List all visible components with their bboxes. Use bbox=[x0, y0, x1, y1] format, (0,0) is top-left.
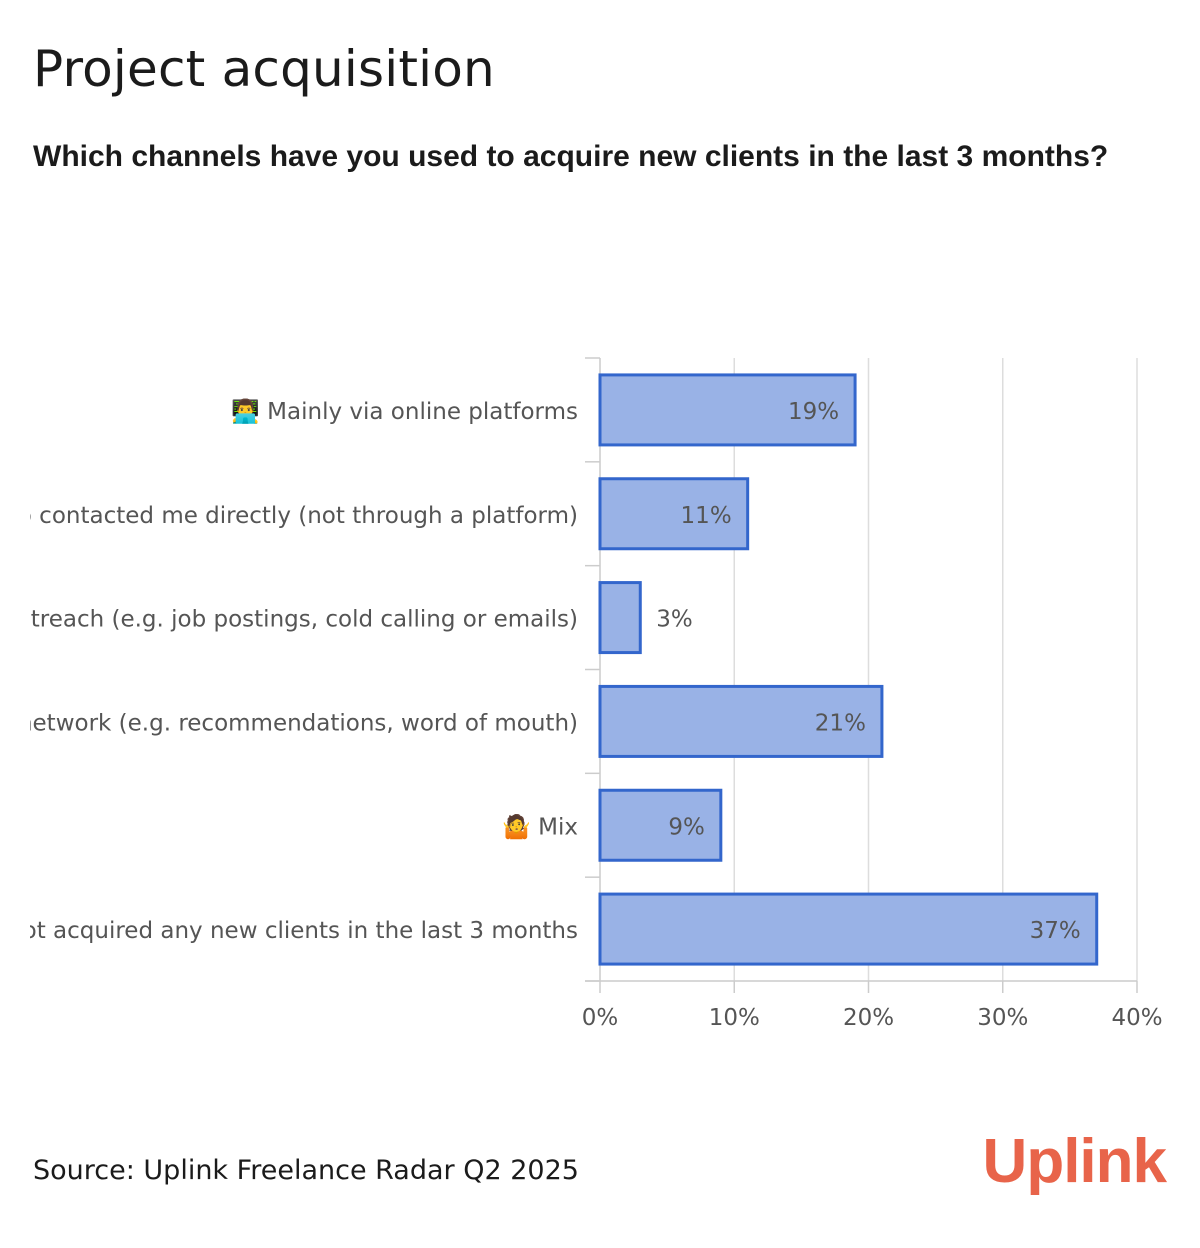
x-tick-label: 40% bbox=[1111, 1005, 1162, 1031]
gridlines bbox=[733, 358, 1138, 981]
x-axis-tick-labels: 0% 10% 20% 30% 40% bbox=[582, 1005, 1163, 1031]
bars bbox=[598, 373, 1099, 966]
value-labels: 19% 11% 3% 21% 9% 37% bbox=[656, 399, 1080, 944]
value-label: 37% bbox=[1030, 918, 1081, 944]
bar bbox=[598, 373, 857, 447]
category-labels: 👨‍💻 Mainly via online platforms Clients w… bbox=[0, 398, 578, 944]
x-tick-label: 20% bbox=[843, 1005, 894, 1031]
source-note: Source: Uplink Freelance Radar Q2 2025 bbox=[33, 1155, 579, 1186]
axes bbox=[585, 357, 1138, 993]
category-label: 👨‍💻 Mainly via online platforms bbox=[231, 398, 578, 425]
x-tick-label: 30% bbox=[977, 1005, 1028, 1031]
uplink-logo: Uplink bbox=[982, 1127, 1167, 1196]
bar bbox=[598, 892, 1099, 966]
category-label: Personal network (e.g. recommendations, … bbox=[0, 710, 578, 736]
bar bbox=[598, 684, 884, 758]
bar bbox=[598, 477, 750, 551]
category-label: Active outreach (e.g. job postings, cold… bbox=[0, 607, 578, 633]
chart-subtitle: Which channels have you used to acquire … bbox=[33, 140, 1109, 173]
bar bbox=[598, 788, 723, 862]
page-title: Project acquisition bbox=[33, 40, 495, 98]
category-label: Clients who contacted me directly (not t… bbox=[0, 503, 578, 529]
bar bbox=[598, 581, 642, 655]
x-tick-label: 0% bbox=[582, 1005, 619, 1031]
value-label: 3% bbox=[656, 607, 693, 633]
value-label: 19% bbox=[788, 399, 839, 425]
value-label: 9% bbox=[668, 814, 705, 840]
x-tick-label: 10% bbox=[709, 1005, 760, 1031]
category-label: 🤷 Mix bbox=[502, 812, 578, 840]
category-label: I have not acquired any new clients in t… bbox=[0, 918, 578, 944]
value-label: 21% bbox=[815, 710, 866, 736]
value-label: 11% bbox=[681, 503, 732, 529]
